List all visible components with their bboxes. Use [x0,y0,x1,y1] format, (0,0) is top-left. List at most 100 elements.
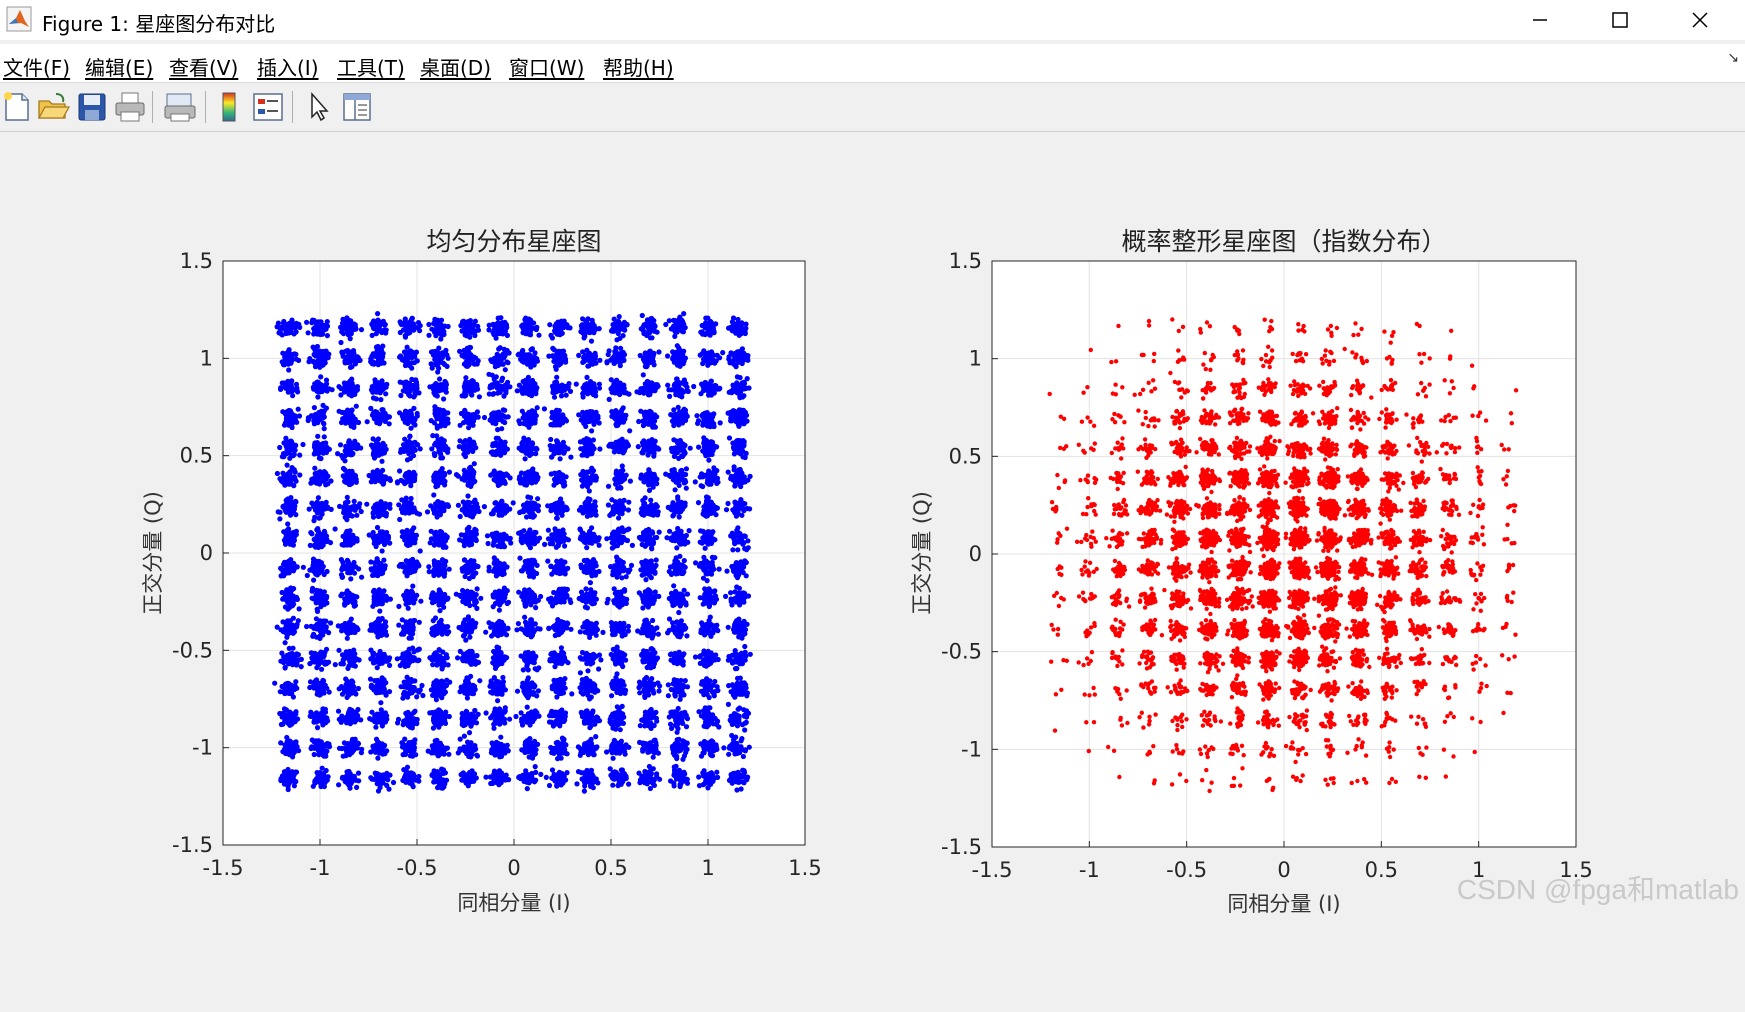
data-point [289,686,294,691]
data-point [408,542,413,547]
data-point [404,573,409,578]
data-point [463,638,468,643]
colorbar-button[interactable] [212,90,246,124]
data-point [457,537,462,542]
data-point [355,357,360,362]
menu-view[interactable]: 查看(V) [169,52,238,81]
data-point [441,681,446,686]
data-point [317,389,322,394]
data-point [455,655,460,660]
open-file-button[interactable] [36,90,70,124]
data-point [469,776,474,781]
data-point [289,389,294,394]
data-point [373,771,378,776]
data-point [445,446,450,451]
data-point [372,326,377,331]
menu-insert[interactable]: 插入(I) [257,52,319,81]
menu-desktop[interactable]: 桌面(D) [420,52,491,81]
data-point [379,459,384,464]
data-point [427,384,432,389]
data-point [343,685,348,690]
data-point [440,786,445,791]
data-point [293,679,298,684]
close-icon [1690,10,1710,30]
data-point [291,616,296,621]
data-point [354,536,359,541]
data-point [287,771,292,776]
data-point [380,616,385,621]
data-point [437,474,442,479]
data-point [313,659,318,664]
edit-pointer-icon [302,90,336,124]
data-point [416,774,421,779]
data-point [410,472,415,477]
data-point [315,440,320,445]
property-inspector-button[interactable] [340,90,374,124]
legend-button[interactable] [251,90,285,124]
menu-file[interactable]: 文件(F) [3,52,70,81]
data-point [431,478,436,483]
data-point [354,404,359,409]
data-point [322,352,327,357]
data-point [339,572,344,577]
data-point [365,419,370,424]
data-point [404,496,409,501]
data-point [462,510,467,515]
data-point [468,772,473,777]
undock-arrow-icon[interactable]: ↘ [1727,50,1739,66]
data-point [372,478,377,483]
menu-edit[interactable]: 编辑(E) [85,52,153,81]
data-point [435,514,440,519]
data-point [398,393,403,398]
data-point [280,619,285,624]
data-point [369,322,374,327]
data-point [325,319,330,324]
data-point [442,423,447,428]
data-point [322,426,327,431]
data-point [379,413,384,418]
data-point [356,505,361,510]
save-button[interactable] [75,90,109,124]
minimize-button[interactable] [1500,0,1580,40]
close-button[interactable] [1660,0,1740,40]
menu-tools[interactable]: 工具(T) [337,52,405,81]
data-point [316,516,321,521]
new-figure-button[interactable] [0,90,34,124]
data-point [439,531,444,536]
edit-pointer-button[interactable] [302,90,336,124]
data-point [459,476,464,481]
data-point [461,775,466,780]
data-point [277,445,282,450]
maximize-button[interactable] [1580,0,1660,40]
data-point [323,626,328,631]
minimize-icon [1530,10,1550,30]
menu-window[interactable]: 窗口(W) [509,52,584,81]
matlab-logo-icon [6,6,32,32]
data-point [287,655,292,660]
data-point [345,532,350,537]
data-point [442,362,447,367]
data-point [282,322,287,327]
data-point [293,779,298,784]
print-preview-button[interactable] [163,90,197,124]
data-point [462,617,467,622]
print-button[interactable] [113,90,147,124]
data-point [462,600,467,605]
data-point [447,470,452,475]
data-point [411,600,416,605]
data-point [336,782,341,787]
data-point [460,657,465,662]
data-point [306,330,311,335]
data-point [403,772,408,777]
data-point [472,602,477,607]
data-point [436,444,441,449]
data-point [345,780,350,785]
data-point [277,516,282,521]
menu-help[interactable]: 帮助(H) [603,52,674,81]
data-point [406,678,411,683]
data-point [439,623,444,628]
data-point [380,548,385,553]
data-point [384,783,389,788]
data-point [406,740,411,745]
